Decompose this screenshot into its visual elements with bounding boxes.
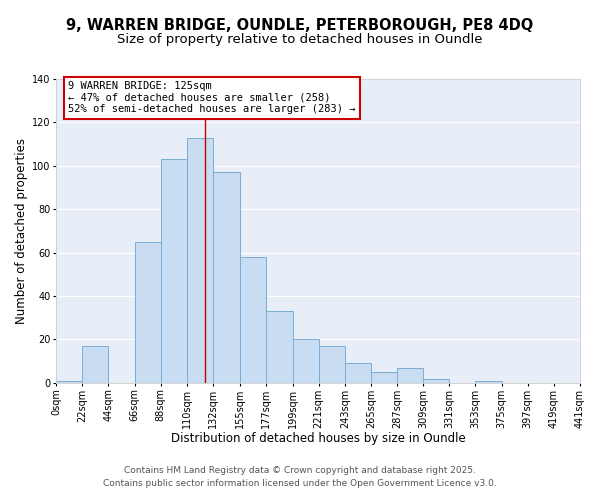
Bar	[82, 346, 109, 383]
Bar	[345, 364, 371, 383]
Bar	[134, 242, 161, 383]
Bar	[319, 346, 345, 383]
Bar	[475, 380, 502, 383]
Bar	[56, 380, 82, 383]
Bar	[266, 312, 293, 383]
Bar	[241, 257, 266, 383]
Text: 9, WARREN BRIDGE, OUNDLE, PETERBOROUGH, PE8 4DQ: 9, WARREN BRIDGE, OUNDLE, PETERBOROUGH, …	[67, 18, 533, 32]
Bar	[371, 372, 397, 383]
Bar	[423, 378, 449, 383]
Bar	[213, 172, 241, 383]
X-axis label: Distribution of detached houses by size in Oundle: Distribution of detached houses by size …	[171, 432, 466, 445]
Text: Size of property relative to detached houses in Oundle: Size of property relative to detached ho…	[117, 32, 483, 46]
Bar	[161, 160, 187, 383]
Bar	[187, 138, 213, 383]
Bar	[293, 340, 319, 383]
Text: 9 WARREN BRIDGE: 125sqm
← 47% of detached houses are smaller (258)
52% of semi-d: 9 WARREN BRIDGE: 125sqm ← 47% of detache…	[68, 81, 356, 114]
Text: Contains HM Land Registry data © Crown copyright and database right 2025.
Contai: Contains HM Land Registry data © Crown c…	[103, 466, 497, 487]
Bar	[397, 368, 423, 383]
Y-axis label: Number of detached properties: Number of detached properties	[15, 138, 28, 324]
